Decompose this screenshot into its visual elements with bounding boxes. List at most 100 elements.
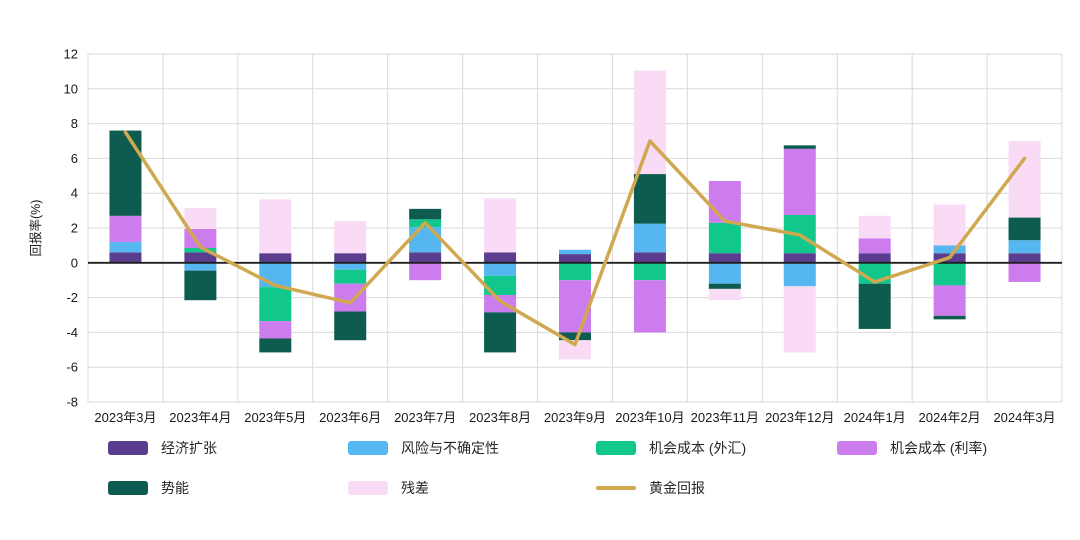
bar-segment <box>708 253 741 263</box>
y-axis-title: 回报率(%) <box>28 200 43 257</box>
bar-segment <box>633 252 666 263</box>
bar-segment <box>484 312 517 353</box>
bar-segment <box>633 280 666 333</box>
bar-segment <box>559 262 591 281</box>
legend-label: 黄金回报 <box>649 480 705 496</box>
bar-segment <box>858 253 891 263</box>
bar-segment <box>334 283 367 312</box>
bar-segment <box>783 253 816 263</box>
bar-segment <box>259 253 292 263</box>
legend-item-risk-uncertainty: 风险与不确定性 <box>348 438 596 458</box>
bar-segment <box>783 145 816 149</box>
legend-swatch <box>596 441 636 455</box>
x-tick-label: 2023年8月 <box>469 410 531 425</box>
x-tick-label: 2023年12月 <box>765 410 834 425</box>
x-tick-label: 2023年9月 <box>544 410 606 425</box>
legend-label: 机会成本 (外汇) <box>649 440 747 456</box>
bar-segment <box>409 252 442 263</box>
x-tick-label: 2023年7月 <box>394 410 456 425</box>
bar-segment <box>559 254 591 263</box>
bar-segment <box>783 148 816 215</box>
bar-segment <box>334 221 367 254</box>
bar-segment <box>259 262 292 288</box>
bar-segment <box>259 338 292 353</box>
legend-swatch <box>348 441 388 455</box>
bar-segment <box>259 287 292 322</box>
bar-segment <box>633 174 666 224</box>
legend-item-opportunity-cost-fx: 机会成本 (外汇) <box>596 438 837 458</box>
bar-segment <box>559 340 591 360</box>
bar-segment <box>109 215 142 242</box>
bar-segment <box>559 249 591 255</box>
bar-segment <box>633 262 666 281</box>
y-tick-label: -6 <box>66 360 78 375</box>
chart-legend: 经济扩张 风险与不确定性 机会成本 (外汇) 机会成本 (利率) 势能 残差 黄… <box>108 438 987 498</box>
y-tick-label: 0 <box>71 255 78 270</box>
bar-segment <box>1008 141 1041 218</box>
legend-item-residual: 残差 <box>348 478 596 498</box>
legend-item-momentum: 势能 <box>108 478 348 498</box>
bar-segment <box>259 199 292 254</box>
bar-segment <box>858 215 891 239</box>
legend-swatch <box>348 481 388 495</box>
bar-segment <box>933 204 966 246</box>
bar-segment <box>1008 240 1041 254</box>
legend-label: 经济扩张 <box>161 440 217 456</box>
y-tick-label: 10 <box>64 81 78 96</box>
y-tick-label: -2 <box>66 290 78 305</box>
bar-segment <box>1008 262 1041 282</box>
bar-segment <box>184 270 217 301</box>
attribution-chart-canvas: 12 10 8 6 4 2 0 -2 -4 -6 -8 2023年3月 2023年4月 2023年5月 20… <box>28 47 1063 425</box>
legend-label: 势能 <box>161 480 189 496</box>
legend-swatch <box>108 441 148 455</box>
y-tick-label: -4 <box>66 325 78 340</box>
bar-segment <box>708 288 741 301</box>
bar-segment <box>559 280 591 333</box>
bar-segment <box>708 262 741 284</box>
bar-segment <box>484 275 517 295</box>
x-tick-label: 2023年11月 <box>691 410 759 425</box>
bar-segment <box>334 311 367 341</box>
y-tick-label: 2 <box>71 221 78 236</box>
legend-label: 残差 <box>401 480 429 496</box>
bar-segment <box>409 208 442 220</box>
x-tick-label: 2023年10月 <box>615 410 684 425</box>
bar-segment <box>933 262 966 286</box>
bar-segment <box>1008 253 1041 263</box>
bar-segment <box>783 262 816 287</box>
x-tick-label: 2023年5月 <box>244 410 306 425</box>
bar-segment <box>633 223 666 253</box>
bar-segment <box>933 285 966 316</box>
legend-swatch <box>596 486 636 490</box>
y-tick-label: 8 <box>71 116 78 131</box>
bar-segment <box>334 253 367 263</box>
bar-segment <box>334 262 367 270</box>
bar-segment <box>259 321 292 339</box>
x-tick-label: 2023年6月 <box>319 410 381 425</box>
bar-segment <box>109 241 142 253</box>
bar-segment <box>409 262 442 281</box>
legend-item-economic-expansion: 经济扩张 <box>108 438 348 458</box>
y-tick-label: 6 <box>71 151 78 166</box>
y-tick-label: 4 <box>71 186 78 201</box>
bar-segment <box>783 286 816 353</box>
bar-segment <box>1008 217 1041 241</box>
bar-segment <box>933 315 966 320</box>
legend-swatch <box>108 481 148 495</box>
legend-item-opportunity-cost-rates: 机会成本 (利率) <box>837 438 987 458</box>
bar-segment <box>484 262 517 276</box>
legend-swatch <box>837 441 877 455</box>
x-tick-label: 2024年2月 <box>919 410 981 425</box>
bar-segment <box>109 130 142 216</box>
bar-segment <box>858 283 891 329</box>
bar-segment <box>484 294 517 313</box>
x-tick-label: 2024年3月 <box>993 410 1055 425</box>
bar-segment <box>484 198 517 253</box>
bar-segment <box>559 332 591 341</box>
bar-segment <box>708 181 741 223</box>
x-tick-label: 2023年4月 <box>169 410 231 425</box>
x-tick-label: 2024年1月 <box>844 410 906 425</box>
bar-segment <box>334 269 367 284</box>
bar-segment <box>409 227 442 253</box>
